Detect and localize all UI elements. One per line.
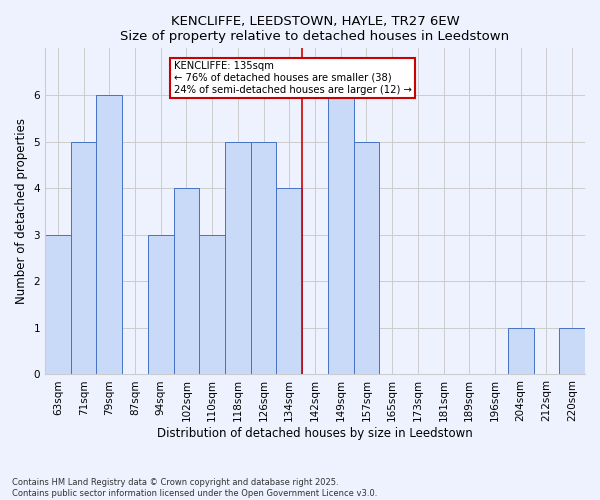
Bar bbox=[559, 328, 585, 374]
Bar bbox=[97, 95, 122, 374]
Text: Contains HM Land Registry data © Crown copyright and database right 2025.
Contai: Contains HM Land Registry data © Crown c… bbox=[12, 478, 377, 498]
Y-axis label: Number of detached properties: Number of detached properties bbox=[15, 118, 28, 304]
Bar bbox=[353, 142, 379, 374]
Title: KENCLIFFE, LEEDSTOWN, HAYLE, TR27 6EW
Size of property relative to detached hous: KENCLIFFE, LEEDSTOWN, HAYLE, TR27 6EW Si… bbox=[121, 15, 509, 43]
Bar bbox=[508, 328, 533, 374]
Bar bbox=[45, 234, 71, 374]
Bar bbox=[251, 142, 277, 374]
Bar bbox=[225, 142, 251, 374]
Bar bbox=[199, 234, 225, 374]
Bar bbox=[173, 188, 199, 374]
X-axis label: Distribution of detached houses by size in Leedstown: Distribution of detached houses by size … bbox=[157, 427, 473, 440]
Text: KENCLIFFE: 135sqm
← 76% of detached houses are smaller (38)
24% of semi-detached: KENCLIFFE: 135sqm ← 76% of detached hous… bbox=[173, 62, 412, 94]
Bar bbox=[148, 234, 173, 374]
Bar bbox=[277, 188, 302, 374]
Bar bbox=[71, 142, 97, 374]
Bar bbox=[328, 95, 353, 374]
